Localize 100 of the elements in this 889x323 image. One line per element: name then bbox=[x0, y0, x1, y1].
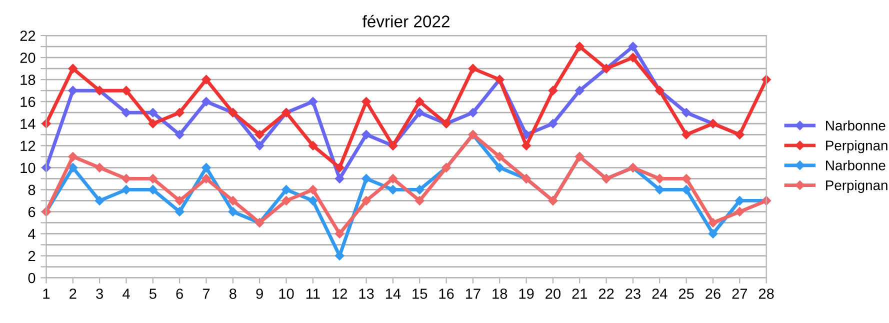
x-tick-label: 5 bbox=[149, 288, 156, 299]
point bbox=[254, 141, 264, 150]
point bbox=[548, 119, 558, 128]
point bbox=[308, 196, 318, 206]
point bbox=[174, 207, 184, 216]
x-tick-label: 26 bbox=[706, 288, 720, 299]
point bbox=[334, 163, 344, 172]
x-tick-label: 3 bbox=[96, 288, 103, 299]
point bbox=[148, 119, 158, 128]
point bbox=[334, 251, 344, 260]
point bbox=[468, 108, 478, 118]
point bbox=[735, 207, 744, 216]
point bbox=[148, 185, 158, 194]
x-tick-label: 22 bbox=[598, 288, 614, 299]
point bbox=[174, 130, 184, 140]
x-tick-label: 4 bbox=[122, 288, 130, 299]
x-tick-label: 9 bbox=[256, 288, 263, 299]
point bbox=[362, 96, 371, 106]
point bbox=[334, 229, 344, 238]
point bbox=[708, 218, 718, 228]
x-tick-label: 1 bbox=[43, 288, 50, 299]
point bbox=[254, 130, 264, 140]
y-tick-label: 6 bbox=[28, 206, 36, 218]
point bbox=[282, 196, 291, 206]
x-tick-label: 12 bbox=[332, 288, 347, 299]
x-tick-label: 25 bbox=[678, 288, 694, 299]
y-tick-label: 22 bbox=[20, 30, 36, 41]
point bbox=[68, 163, 78, 172]
x-tick-label: 8 bbox=[229, 288, 236, 299]
point bbox=[682, 130, 691, 140]
x-tick-label: 18 bbox=[492, 288, 508, 299]
x-tick-label: 24 bbox=[652, 288, 668, 299]
point bbox=[174, 196, 184, 206]
point bbox=[334, 174, 344, 184]
point bbox=[202, 163, 211, 172]
point bbox=[308, 96, 318, 106]
point bbox=[228, 207, 238, 216]
point bbox=[148, 174, 158, 184]
point bbox=[122, 185, 131, 194]
x-tick-label: 17 bbox=[466, 288, 480, 299]
x-tick-label: 28 bbox=[758, 288, 774, 299]
y-tick-label: 18 bbox=[20, 74, 36, 86]
point bbox=[414, 108, 424, 118]
y-tick-label: 12 bbox=[20, 140, 36, 151]
chart-title: février 2022 bbox=[362, 14, 450, 28]
y-tick-label: 20 bbox=[20, 52, 36, 63]
x-tick-label: 2 bbox=[70, 288, 76, 299]
point bbox=[682, 185, 691, 194]
y-tick-label: 0 bbox=[28, 272, 36, 284]
point bbox=[94, 163, 104, 172]
x-tick-label: 16 bbox=[439, 288, 454, 299]
point bbox=[122, 86, 131, 96]
x-tick-label: 20 bbox=[546, 288, 560, 299]
x-tick-label: 6 bbox=[176, 288, 183, 299]
point bbox=[122, 174, 131, 184]
point bbox=[308, 185, 318, 194]
point bbox=[575, 42, 584, 52]
legend-label: Narbonne bbox=[826, 160, 886, 170]
x-tick-label: 23 bbox=[626, 288, 640, 299]
point bbox=[468, 64, 478, 74]
point bbox=[362, 130, 371, 140]
point bbox=[735, 196, 744, 206]
point bbox=[148, 108, 158, 118]
legend-label: Narbonne bbox=[826, 120, 886, 131]
point bbox=[362, 196, 371, 206]
point bbox=[548, 86, 558, 96]
point bbox=[94, 196, 104, 206]
x-tick-label: 7 bbox=[202, 288, 210, 299]
x-tick-label: 15 bbox=[412, 288, 428, 299]
x-tick-label: 11 bbox=[306, 288, 320, 299]
y-tick-label: 8 bbox=[28, 184, 36, 196]
point bbox=[202, 96, 211, 106]
point bbox=[682, 108, 691, 118]
point bbox=[388, 174, 398, 184]
y-tick-label: 2 bbox=[28, 250, 36, 262]
point bbox=[282, 185, 291, 194]
point bbox=[388, 185, 398, 194]
point bbox=[708, 229, 718, 238]
point bbox=[414, 185, 424, 194]
point bbox=[522, 141, 531, 150]
point bbox=[202, 174, 211, 184]
legend-label: Perpignan bbox=[826, 140, 888, 154]
legend-label: Perpignan bbox=[826, 180, 888, 193]
point bbox=[494, 152, 504, 162]
y-tick-label: 16 bbox=[20, 96, 36, 108]
point bbox=[202, 74, 211, 84]
point bbox=[174, 108, 184, 118]
point bbox=[628, 42, 638, 52]
point bbox=[68, 152, 78, 162]
point bbox=[494, 163, 504, 172]
point bbox=[68, 86, 78, 96]
x-tick-label: 21 bbox=[572, 288, 588, 299]
point bbox=[655, 185, 664, 194]
point bbox=[575, 86, 584, 96]
x-tick-label: 27 bbox=[732, 288, 748, 299]
x-tick-label: 19 bbox=[519, 288, 534, 299]
point bbox=[414, 196, 424, 206]
x-tick-label: 10 bbox=[279, 288, 294, 299]
point bbox=[414, 96, 424, 106]
x-tick-label: 14 bbox=[386, 288, 401, 299]
